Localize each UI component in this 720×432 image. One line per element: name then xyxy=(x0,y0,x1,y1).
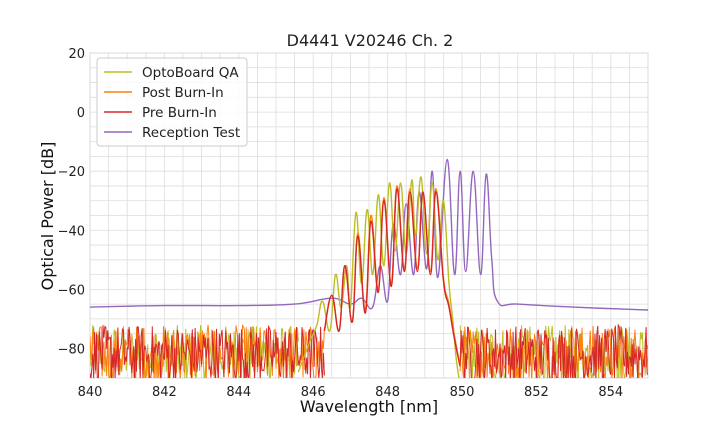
legend-entry: Pre Burn-In xyxy=(142,105,217,121)
y-tick-label: −40 xyxy=(58,224,85,239)
series-lines xyxy=(90,158,648,378)
x-tick-label: 844 xyxy=(226,385,251,400)
tick-labels: 840 842 844 846 848 850 852 854 20 0 −20 −40 −60 −80 xyxy=(58,47,624,400)
legend-entry: Post Burn-In xyxy=(142,85,224,101)
legend: OptoBoard QA Post Burn-In Pre Burn-In Recep… xyxy=(96,57,248,147)
y-tick-label: −80 xyxy=(58,342,85,357)
y-tick-label: 20 xyxy=(68,47,85,62)
legend-entry: OptoBoard QA xyxy=(142,65,239,81)
y-tick-label: −60 xyxy=(58,283,85,298)
series-line xyxy=(323,188,461,367)
x-tick-label: 854 xyxy=(598,385,623,400)
x-tick-label: 842 xyxy=(152,385,177,400)
legend-box xyxy=(96,57,248,147)
chart-title: D4441 V20246 Ch. 2 xyxy=(287,31,454,50)
x-axis-label: Wavelength [nm] xyxy=(300,397,438,416)
x-tick-label: 852 xyxy=(524,385,549,400)
x-tick-label: 850 xyxy=(450,385,475,400)
x-tick-label: 846 xyxy=(301,385,326,400)
noise-floor-group xyxy=(90,323,648,378)
x-tick-label: 848 xyxy=(375,385,400,400)
noise-floor xyxy=(459,326,648,378)
y-axis-label: Optical Power [dB] xyxy=(38,142,57,291)
x-tick-label: 840 xyxy=(78,385,103,400)
legend-entry: Reception Test xyxy=(142,125,240,141)
noise-floor xyxy=(459,323,648,378)
noise-floor xyxy=(90,324,325,378)
y-tick-label: −20 xyxy=(58,165,85,180)
y-tick-label: 0 xyxy=(77,106,85,121)
